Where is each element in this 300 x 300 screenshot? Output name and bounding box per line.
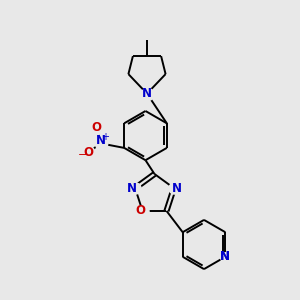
Text: N: N	[127, 182, 137, 195]
Text: O: O	[135, 204, 145, 218]
Text: O: O	[91, 121, 101, 134]
Text: O: O	[83, 146, 93, 159]
Text: +: +	[101, 132, 109, 142]
Text: N: N	[220, 250, 230, 263]
Text: N: N	[172, 182, 182, 195]
Text: N: N	[96, 134, 106, 148]
Text: −: −	[78, 150, 88, 161]
Text: N: N	[220, 250, 230, 263]
Text: N: N	[142, 87, 152, 100]
